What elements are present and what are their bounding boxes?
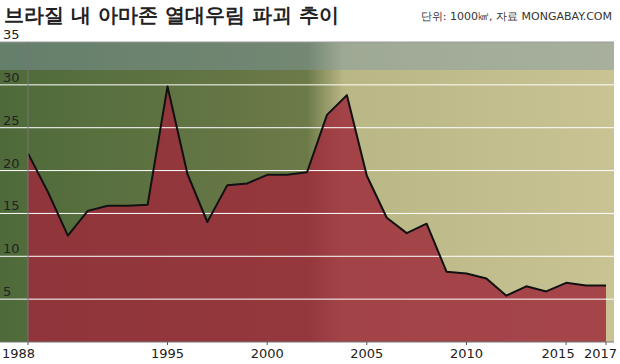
y-axis xyxy=(28,42,29,342)
data-group xyxy=(28,87,606,342)
x-tick-label: 2000 xyxy=(251,346,284,361)
y-tick-label: 25 xyxy=(3,113,20,128)
y-tick-label: 15 xyxy=(3,198,20,213)
y-tick-label: 10 xyxy=(3,241,20,256)
background xyxy=(0,42,614,342)
area xyxy=(28,87,606,342)
x-tick xyxy=(466,342,467,345)
x-tick xyxy=(167,342,168,345)
x-tick-label: 1995 xyxy=(151,346,184,361)
x-tick xyxy=(366,342,367,345)
grid-line xyxy=(0,213,614,214)
y-tick-label: 20 xyxy=(3,156,20,171)
x-axis xyxy=(0,342,614,343)
sky-haze xyxy=(0,42,614,70)
x-tick-label: 2017 xyxy=(584,346,617,361)
grid-line xyxy=(0,256,614,257)
y-tick-label: 30 xyxy=(3,70,20,85)
line-group xyxy=(28,87,606,296)
x-tick-label: 2005 xyxy=(350,346,383,361)
x-tick xyxy=(566,342,567,345)
x-tick xyxy=(606,342,607,345)
chart: 브라질 내 아마존 열대우림 파괴 추이 단위: 1000㎢, 자료 MONGAB… xyxy=(0,0,620,364)
y-tick-label: 35 xyxy=(3,27,20,42)
grid-line xyxy=(0,84,614,85)
subtitle: 단위: 1000㎢, 자료 MONGABAY.COM xyxy=(421,10,612,23)
grid-line xyxy=(0,42,614,43)
x-tick xyxy=(267,342,268,345)
line xyxy=(28,87,606,296)
x-tick-label: 2015 xyxy=(542,346,575,361)
grid-line xyxy=(0,127,614,128)
title: 브라질 내 아마존 열대우림 파괴 추이 xyxy=(4,3,339,27)
x-tick-label: 2010 xyxy=(450,346,483,361)
x-tick-label: 1988 xyxy=(2,346,35,361)
y-tick-label: 5 xyxy=(3,284,11,299)
grid-line xyxy=(0,299,614,300)
x-tick xyxy=(28,342,29,345)
